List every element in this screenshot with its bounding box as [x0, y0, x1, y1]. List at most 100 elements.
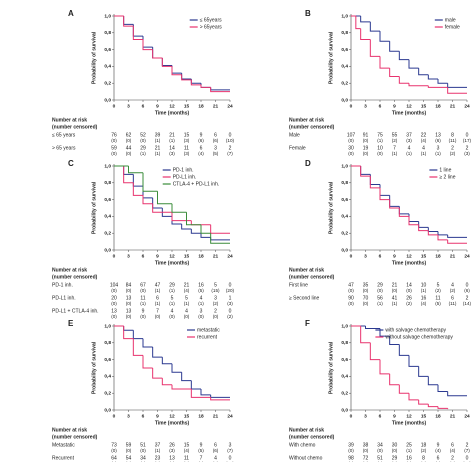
- y-tick-label: 0,8: [104, 30, 111, 36]
- survival-step: [171, 384, 192, 390]
- risk-count: 44: [126, 145, 132, 151]
- survival-step: [161, 58, 172, 67]
- censored-count: (0): [155, 314, 161, 319]
- risk-title: Number at risk: [52, 427, 87, 433]
- censored-count: (1): [421, 288, 427, 293]
- survival-step: [408, 59, 419, 69]
- censored-count: (0): [126, 288, 132, 293]
- censored-count: (0): [126, 138, 132, 143]
- survival-step: [418, 68, 429, 76]
- y-axis-label: Probability of survival: [328, 181, 334, 234]
- risk-count: 73: [111, 442, 117, 448]
- survival-step: [369, 39, 380, 57]
- x-tick-label: 15: [421, 253, 427, 259]
- censored-count: (0): [140, 138, 146, 143]
- censored-count: (1): [406, 448, 412, 453]
- survival-step: [128, 166, 143, 174]
- risk-count: 7: [200, 455, 203, 461]
- risk-count: 26: [169, 442, 175, 448]
- risk-count: 22: [421, 132, 427, 138]
- risk-count: 104: [110, 282, 119, 288]
- x-tick-label: 0: [113, 253, 116, 259]
- survival-step: [427, 376, 438, 386]
- survival-step: [360, 16, 371, 23]
- risk-count: 47: [155, 282, 161, 288]
- risk-count: 0: [229, 132, 232, 138]
- survival-step: [142, 172, 158, 192]
- survival-step: [190, 389, 211, 398]
- risk-count: 0: [466, 282, 469, 288]
- survival-step: [389, 68, 400, 77]
- y-axis-label: Probability of survival: [328, 31, 334, 84]
- censored-count: (2): [227, 314, 233, 319]
- censored-count: (1): [140, 301, 146, 306]
- survival-step: [379, 359, 390, 375]
- risk-count: 4: [451, 282, 454, 288]
- survival-step: [427, 404, 438, 408]
- x-tick-label: 9: [156, 413, 159, 419]
- y-tick-label: 0,2: [341, 230, 348, 236]
- censored-count: (6): [464, 288, 470, 293]
- censored-count: (1): [169, 301, 175, 306]
- risk-count: 2: [229, 145, 232, 151]
- survival-step: [427, 230, 438, 236]
- survival-step: [360, 28, 371, 41]
- x-tick-label: 18: [198, 413, 204, 419]
- x-tick-label: 12: [169, 413, 175, 419]
- survival-step: [200, 84, 211, 88]
- panel-label: E: [68, 319, 74, 328]
- censored-count: (1): [155, 288, 161, 293]
- risk-count: 20: [111, 295, 117, 301]
- risk-count: 4: [171, 308, 174, 314]
- risk-count: 59: [126, 442, 132, 448]
- censored-count: (0): [111, 314, 117, 319]
- survival-step: [437, 384, 448, 393]
- censored-count: (0): [363, 151, 369, 156]
- risk-count: 34: [377, 442, 383, 448]
- survival-step: [171, 203, 187, 213]
- y-tick-label: 0,8: [104, 340, 111, 346]
- risk-row-label: First line: [289, 282, 308, 288]
- risk-count: 11: [184, 455, 189, 461]
- survival-step: [171, 363, 182, 373]
- x-tick-label: 18: [198, 253, 204, 259]
- censored-count: (11): [449, 301, 457, 306]
- x-tick-label: 24: [227, 413, 233, 419]
- y-tick-label: 0,4: [104, 374, 111, 380]
- risk-count: 3: [200, 308, 203, 314]
- survival-step: [171, 66, 182, 76]
- censored-count: (4): [421, 138, 427, 143]
- risk-count: 10: [377, 145, 383, 151]
- survival-step: [132, 338, 143, 356]
- survival-step: [389, 41, 400, 52]
- x-tick-label: 0: [350, 253, 353, 259]
- risk-count: 3: [229, 442, 232, 448]
- y-tick-label: 0,8: [341, 30, 348, 36]
- censored-count: (7): [227, 448, 233, 453]
- y-tick-label: 0,6: [104, 47, 111, 53]
- censored-count: (1): [169, 138, 175, 143]
- risk-count: 26: [406, 295, 412, 301]
- x-tick-label: 24: [227, 253, 233, 259]
- survival-step: [123, 16, 134, 25]
- risk-count: 13: [126, 308, 132, 314]
- x-tick-label: 15: [421, 413, 427, 419]
- y-tick-label: 1,0: [341, 163, 348, 169]
- risk-count: 37: [406, 132, 412, 138]
- risk-row-label: Metastatic: [52, 442, 75, 448]
- risk-title: Number at risk: [52, 267, 87, 273]
- x-tick-label: 12: [169, 103, 175, 109]
- risk-count: 0: [229, 282, 232, 288]
- risk-count: 41: [392, 295, 398, 301]
- survival-step: [437, 231, 448, 236]
- x-tick-label: 9: [393, 103, 396, 109]
- y-tick-label: 0,6: [104, 357, 111, 363]
- risk-count: 7: [393, 145, 396, 151]
- survival-step: [171, 65, 182, 74]
- survival-step: [142, 338, 153, 348]
- survival-step: [210, 237, 230, 241]
- survival-step: [437, 234, 448, 241]
- censored-count: (1): [392, 151, 398, 156]
- censored-count: (6): [435, 138, 441, 143]
- survival-step: [398, 51, 409, 61]
